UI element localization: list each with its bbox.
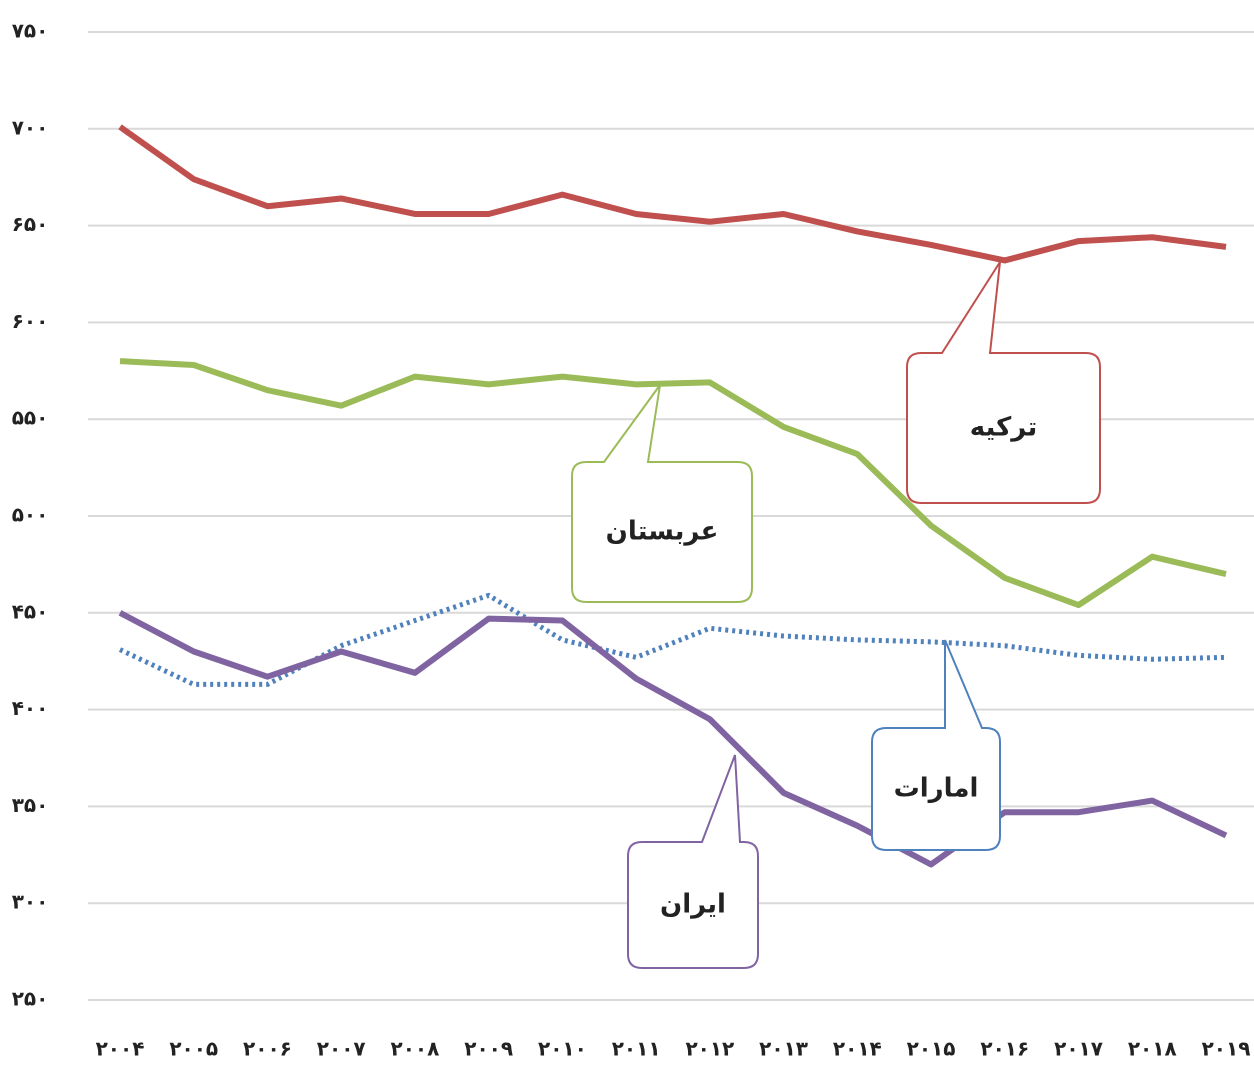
y-tick-label: ۷۰۰: [12, 115, 49, 139]
x-tick-label: ۲۰۱۷: [1054, 1037, 1103, 1061]
x-tick-label: ۲۰۱۹: [1202, 1037, 1251, 1061]
x-tick-label: ۲۰۱۶: [980, 1037, 1029, 1061]
y-tick-label: ۶۰۰: [12, 309, 49, 333]
x-tick-label: ۲۰۱۲: [685, 1037, 734, 1061]
x-tick-label: ۲۰۱۳: [759, 1037, 808, 1061]
callout-label: ایران: [660, 890, 726, 920]
x-tick-label: ۲۰۱۵: [907, 1037, 956, 1061]
callout-box: [571, 384, 753, 603]
callout-box: [906, 261, 1101, 504]
y-tick-label: ۴۰۰: [12, 696, 49, 720]
callout-label: امارات: [894, 774, 979, 804]
series-line: [118, 124, 1227, 264]
y-tick-label: ۶۵۰: [12, 212, 49, 236]
x-tick-label: ۲۰۱۸: [1128, 1037, 1177, 1061]
y-tick-label: ۵۵۰: [12, 406, 49, 430]
callout-box: [627, 754, 759, 969]
callout-box: [871, 639, 1001, 851]
y-tick-label: ۲۵۰: [12, 987, 49, 1011]
x-tick-label: ۲۰۰۵: [169, 1037, 218, 1061]
x-tick-label: ۲۰۰۹: [464, 1037, 513, 1061]
x-tick-label: ۲۰۰۸: [391, 1037, 440, 1061]
series-line: [118, 610, 1228, 868]
y-tick-label: ۷۵۰: [12, 19, 49, 43]
x-tick-label: ۲۰۰۴: [96, 1037, 145, 1061]
x-tick-label: ۲۰۰۷: [317, 1037, 366, 1061]
callout-label: عربستان: [606, 517, 719, 547]
y-tick-label: ۳۵۰: [12, 793, 49, 817]
x-tick-label: ۲۰۱۱: [612, 1037, 661, 1061]
series-line: [119, 358, 1227, 609]
y-tick-label: ۳۰۰: [12, 890, 49, 914]
y-tick-label: ۴۵۰: [12, 599, 49, 623]
callout-label: ترکیه: [970, 413, 1037, 443]
x-tick-label: ۲۰۱۰: [538, 1037, 587, 1061]
x-tick-label: ۲۰۱۴: [833, 1037, 882, 1061]
x-tick-label: ۲۰۰۶: [243, 1037, 292, 1061]
y-tick-label: ۵۰۰: [12, 503, 49, 527]
